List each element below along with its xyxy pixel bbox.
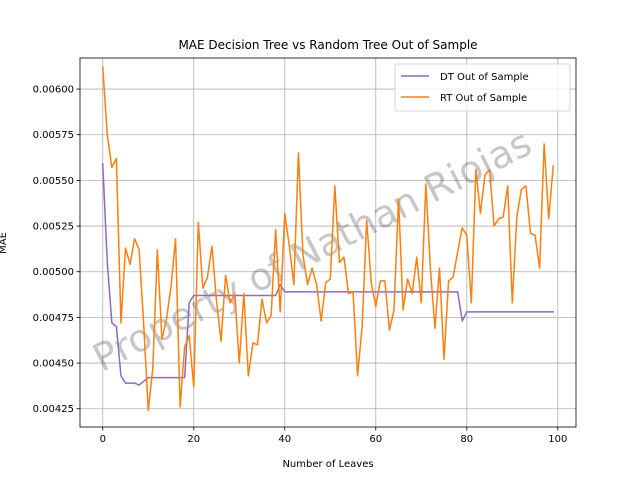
x-tick-label: 80 [460, 434, 473, 445]
y-tick-label: 0.00525 [33, 222, 74, 233]
y-tick-label: 0.00475 [33, 313, 74, 324]
legend-label-dt: DT Out of Sample [440, 72, 529, 83]
x-tick-label: 40 [278, 434, 291, 445]
y-tick-label: 0.00500 [33, 267, 74, 278]
y-tick-label: 0.00600 [33, 85, 74, 96]
y-tick-label: 0.00550 [33, 176, 74, 187]
x-tick-label: 60 [369, 434, 382, 445]
y-gridlines [80, 88, 576, 410]
chart-title: MAE Decision Tree vs Random Tree Out of … [178, 38, 477, 52]
plot-frame [79, 57, 577, 428]
legend-box [394, 63, 571, 112]
series-line-rt [101, 66, 555, 412]
x-tick-label: 20 [187, 434, 200, 445]
y-axis-ticks: 0.00425 0.00450 0.00475 0.00500 0.00525 0.005… [33, 85, 80, 415]
x-axis-label: Number of Leaves [282, 459, 373, 470]
y-tick-label: 0.00425 [33, 404, 74, 415]
x-gridlines [102, 58, 559, 427]
y-tick-label: 0.00575 [33, 130, 74, 141]
y-axis-label: MAE [0, 232, 9, 254]
legend-label-rt: RT Out of Sample [440, 93, 527, 104]
x-tick-label: 0 [100, 434, 106, 445]
x-tick-label: 100 [548, 434, 567, 445]
y-tick-label: 0.00450 [33, 359, 74, 370]
plot-area [80, 58, 576, 427]
legend: DT Out of Sample RT Out of Sample [394, 63, 571, 112]
x-axis-ticks: 0 20 40 60 80 100 [100, 427, 567, 445]
series-line-dt [101, 163, 554, 386]
series-layer [101, 66, 555, 412]
